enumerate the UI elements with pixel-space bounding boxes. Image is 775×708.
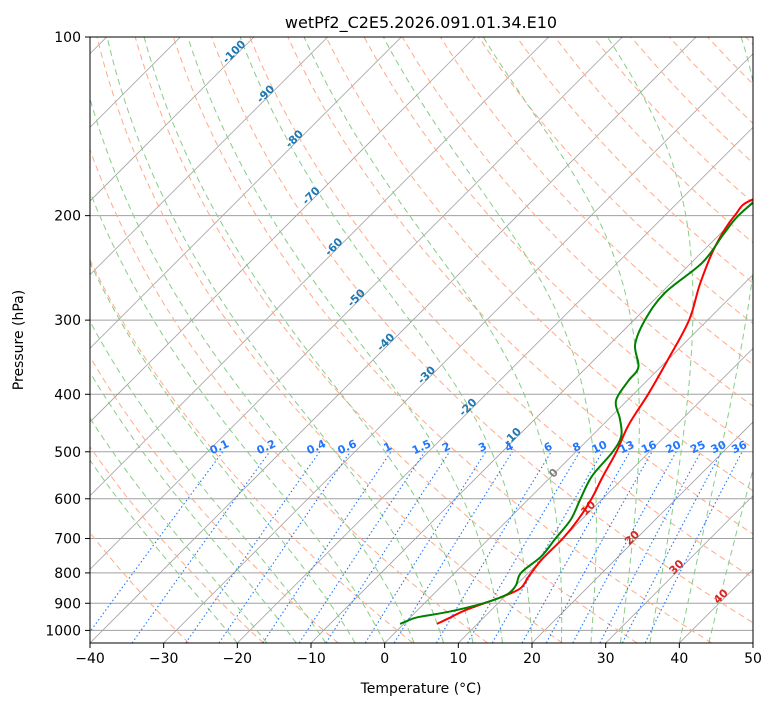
mixing-ratio-line — [644, 451, 743, 643]
y-axis-label: Pressure (hPa) — [11, 290, 27, 390]
mixing-ratio-line — [364, 451, 487, 643]
isotherm-line — [384, 274, 753, 643]
mixing-ratio-label: 30 — [709, 438, 729, 456]
mixing-ratio-label: 25 — [688, 438, 707, 456]
mixing-ratio-label: 20 — [664, 438, 684, 456]
moist-adiabat-line — [382, 37, 597, 643]
dry-adiabat-line — [134, 37, 638, 643]
y-tick-label: 800 — [54, 566, 81, 582]
x-tick-label: −30 — [149, 651, 179, 667]
mixing-ratio-line — [185, 451, 321, 643]
y-tick-label: 1000 — [45, 623, 81, 639]
isotherm-line — [163, 53, 753, 643]
x-tick-label: 40 — [670, 651, 688, 667]
dry-adiabat-line — [325, 37, 753, 492]
mixing-ratio-label: 16 — [639, 438, 659, 456]
x-axis: −40 −30 −20 −10 0 10 20 30 40 50 — [75, 643, 762, 667]
y-tick-label: 300 — [54, 313, 81, 329]
mixing-ratio-line — [298, 451, 426, 643]
x-tick-label: 30 — [597, 651, 615, 667]
dry-adiabat-line — [90, 355, 339, 643]
y-tick-label: 200 — [54, 209, 81, 225]
mixing-ratio-label: 10 — [590, 438, 610, 456]
chart-title: wetPf2_C2E5.2026.091.01.34.E10 — [285, 13, 557, 33]
mixing-ratio-line — [90, 451, 224, 633]
y-tick-label: 500 — [54, 445, 81, 461]
x-tick-label: 10 — [449, 651, 467, 667]
moist-adiabat-line — [187, 37, 503, 643]
data-series — [399, 198, 753, 625]
isotherm-line — [90, 37, 697, 643]
dry-adiabat-line — [211, 37, 753, 624]
x-tick-label: 20 — [523, 651, 541, 667]
isotherm-line — [605, 495, 753, 643]
moist-adiabat-line — [106, 37, 445, 643]
mixing-ratio-line — [218, 451, 351, 643]
dry-adiabat-line — [90, 445, 264, 643]
dry-adiabat-line — [172, 37, 712, 643]
moist-adiabat-line — [90, 320, 327, 643]
isotherm-line — [531, 421, 753, 643]
mixing-ratio-label: 36 — [730, 438, 750, 456]
dry-adiabat-line — [516, 37, 753, 284]
x-tick-label: 50 — [744, 651, 762, 667]
y-tick-label: 100 — [54, 30, 81, 46]
x-tick-label: −10 — [296, 651, 326, 667]
y-axis: 1000 900 800 700 600 500 400 300 200 100 — [45, 30, 90, 639]
isotherm-line — [90, 37, 476, 423]
dry-adiabat-line — [287, 37, 753, 535]
y-tick-label: 600 — [54, 492, 81, 508]
isotherm-line — [90, 37, 623, 570]
plot-frame — [89, 36, 754, 644]
moist-adiabat-line — [90, 96, 415, 643]
x-tick-label: −40 — [75, 651, 105, 667]
mixing-ratio-line — [131, 451, 271, 643]
background-lines — [90, 37, 753, 643]
moist-adiabat-line — [90, 459, 238, 643]
dewpoint-series-line — [399, 201, 753, 625]
dry-adiabat-line — [249, 37, 753, 579]
moist-adiabat-line — [90, 371, 297, 643]
moist-adiabat-line — [678, 37, 753, 643]
isotherm-line — [90, 37, 255, 202]
isotherm-line — [90, 37, 402, 349]
moist-adiabat-line — [303, 37, 563, 643]
y-tick-label: 900 — [54, 596, 81, 612]
moist-adiabat-line — [607, 37, 694, 643]
moist-adiabat-line — [90, 417, 268, 643]
y-tick-label: 400 — [54, 387, 81, 403]
isotherm-line — [237, 126, 753, 643]
x-axis-label: Temperature (°C) — [360, 681, 482, 697]
mixing-ratio-line — [545, 451, 653, 643]
moist-adiabat-line — [239, 37, 533, 643]
dry-adiabat-line — [90, 258, 414, 643]
y-tick-label: 700 — [54, 532, 81, 548]
mixing-ratio-line — [262, 451, 392, 643]
mixing-ratio-label: 13 — [617, 438, 636, 456]
mixing-ratio-line — [435, 451, 552, 643]
moist-adiabat-line — [708, 467, 753, 643]
dry-adiabat-line — [96, 37, 563, 643]
mixing-ratio-line — [599, 451, 702, 643]
mixing-ratio-line — [572, 451, 677, 643]
temperature-series-line — [436, 198, 753, 625]
moist-adiabat-line — [482, 37, 640, 643]
moist-adiabat-line — [90, 190, 386, 643]
mixing-ratio-line — [521, 451, 631, 643]
isotherm-line — [90, 37, 328, 276]
x-tick-label: 0 — [380, 651, 389, 667]
x-tick-label: −20 — [223, 651, 253, 667]
isotherm-line — [90, 37, 549, 497]
moist-adiabat-line — [143, 37, 474, 643]
mixing-ratio-line — [325, 451, 451, 643]
moist-adiabat-line — [90, 261, 356, 643]
